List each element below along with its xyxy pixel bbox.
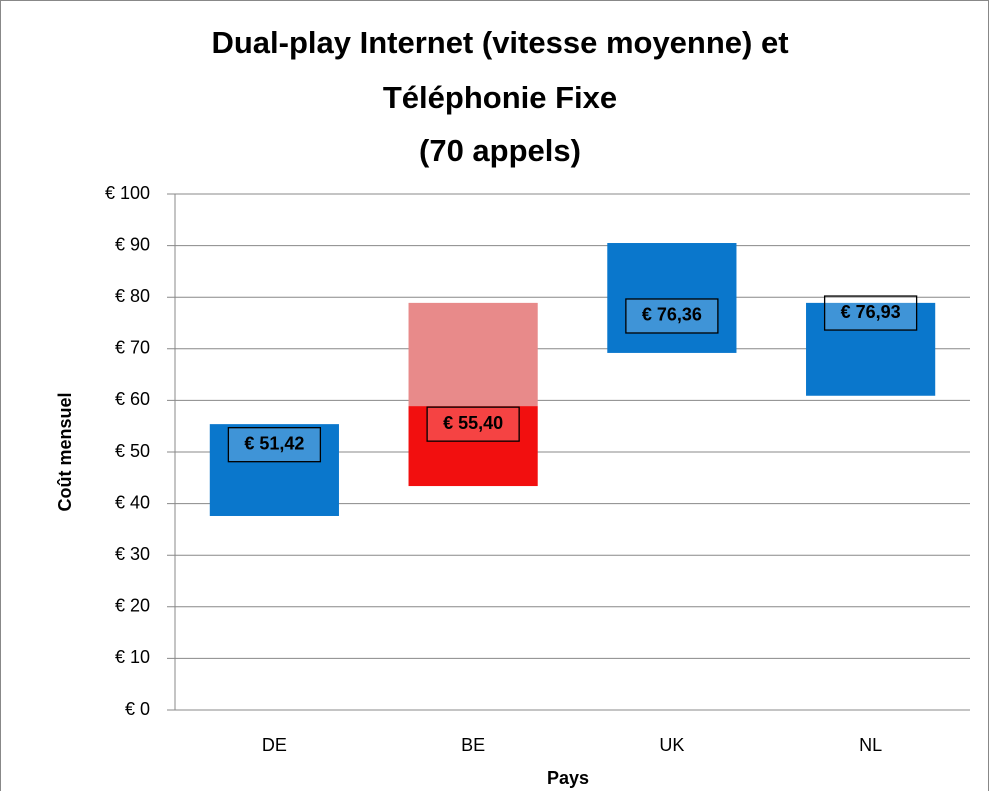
y-tick-label: € 10	[115, 647, 150, 667]
bar-segment	[408, 302, 538, 407]
y-tick-label: € 40	[115, 492, 150, 512]
y-tick-label: € 20	[115, 596, 150, 616]
y-tick-label: € 90	[115, 234, 150, 254]
value-label-box	[823, 295, 918, 331]
chart-title: (70 appels)	[419, 133, 581, 168]
x-tick-label: BE	[461, 735, 485, 755]
value-label: € 51,42	[244, 433, 304, 453]
bar-segment	[607, 243, 737, 353]
y-tick-label: € 60	[115, 389, 150, 409]
y-axis-title: Coût mensuel	[55, 392, 75, 511]
bar-segment	[806, 302, 936, 396]
x-tick-label: NL	[859, 735, 882, 755]
y-tick-label: € 100	[105, 183, 150, 203]
y-tick-label: € 50	[115, 441, 150, 461]
chart-title: Téléphonie Fixe	[383, 80, 617, 115]
x-tick-label: UK	[659, 735, 684, 755]
value-label-box	[426, 406, 520, 442]
chart-title: Dual-play Internet (vitesse moyenne) et	[211, 25, 788, 60]
y-tick-label: € 70	[115, 338, 150, 358]
value-label: € 76,36	[642, 305, 702, 325]
bar-segment	[408, 406, 538, 487]
y-tick-label: € 30	[115, 544, 150, 564]
x-tick-label: DE	[262, 735, 287, 755]
value-label: € 76,93	[841, 302, 901, 322]
value-label-box	[625, 298, 719, 334]
value-label: € 55,40	[443, 413, 503, 433]
value-label-box	[227, 427, 322, 463]
bar-segment	[209, 424, 339, 516]
y-tick-label: € 0	[125, 699, 150, 719]
x-axis-title: Pays	[547, 768, 589, 788]
y-tick-label: € 80	[115, 286, 150, 306]
